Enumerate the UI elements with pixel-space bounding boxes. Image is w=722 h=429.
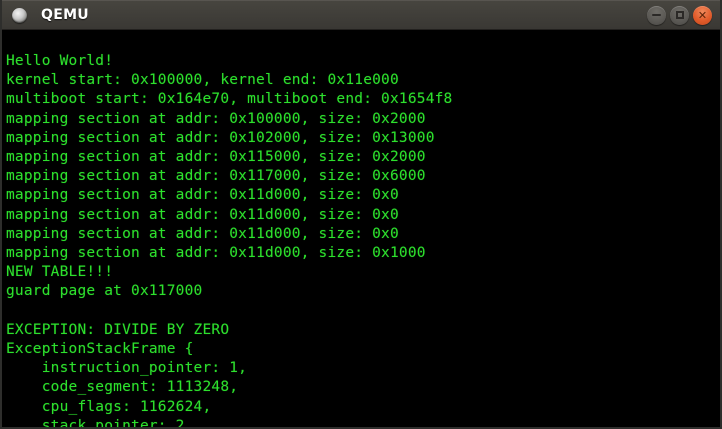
minimize-icon: [647, 6, 666, 25]
maximize-button[interactable]: [670, 5, 689, 25]
window-titlebar[interactable]: QEMU ✕: [2, 0, 720, 30]
close-button[interactable]: ✕: [693, 5, 712, 25]
window-controls: ✕: [647, 5, 716, 25]
qemu-display-area[interactable]: Hello World! kernel start: 0x100000, ker…: [2, 30, 720, 427]
window-title: QEMU: [41, 7, 89, 23]
maximize-icon: [670, 6, 689, 25]
qemu-logo-icon: [12, 7, 27, 23]
close-icon: ✕: [697, 8, 708, 22]
console-output: Hello World! kernel start: 0x100000, ker…: [6, 53, 453, 427]
minimize-button[interactable]: [647, 5, 666, 25]
